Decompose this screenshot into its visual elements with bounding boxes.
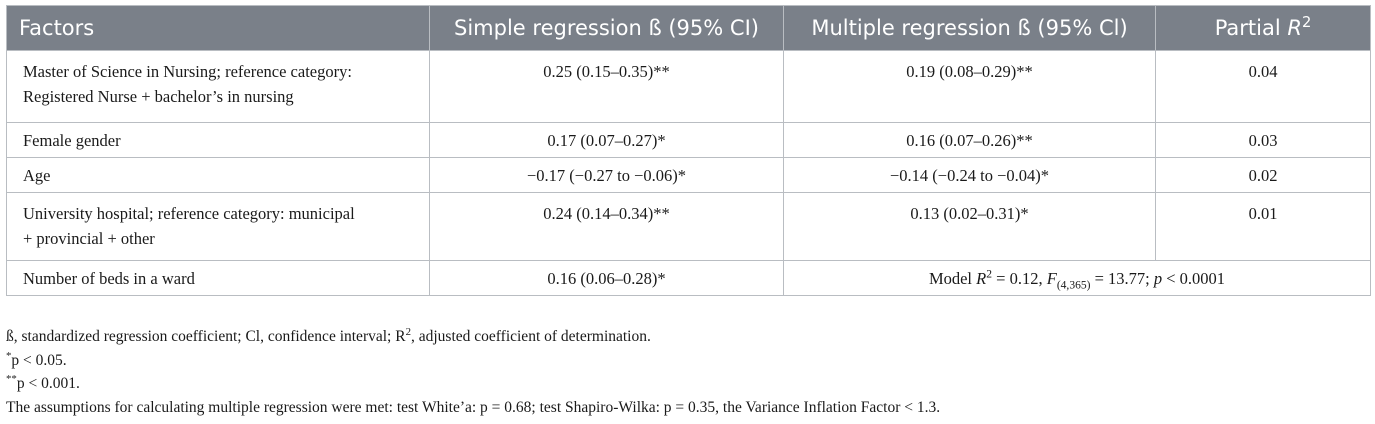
abbreviations-note: ß, standardized regression coefficient; … xyxy=(6,325,651,345)
partial-cell: 0.03 xyxy=(1155,122,1371,158)
table-footnotes: ß, standardized regression coefficient; … xyxy=(6,325,1370,419)
simple-cell: 0.25 (0.15–0.35)** xyxy=(429,50,784,123)
regression-table: Factors Simple regression ß (95% CI) Mul… xyxy=(6,5,1371,296)
factor-cell: Number of beds in a ward xyxy=(6,260,430,296)
multiple-cell: 0.13 (0.02–0.31)* xyxy=(783,192,1156,261)
partial-cell: 0.02 xyxy=(1155,157,1371,193)
factor-cell: Female gender xyxy=(6,122,430,158)
model-summary-cell: Model R2 = 0.12, F(4,365) = 13.77; p < 0… xyxy=(783,260,1371,296)
header-multiple-regression: Multiple regression ß (95% Cl) xyxy=(783,5,1156,51)
simple-cell: −0.17 (−0.27 to −0.06)* xyxy=(429,157,784,193)
header-simple-regression: Simple regression ß (95% CI) xyxy=(429,5,784,51)
table-row: Age −0.17 (−0.27 to −0.06)* −0.14 (−0.24… xyxy=(6,157,1371,193)
simple-cell: 0.16 (0.06–0.28)* xyxy=(429,260,784,296)
multiple-cell: −0.14 (−0.24 to −0.04)* xyxy=(783,157,1156,193)
header-factors: Factors xyxy=(6,5,430,51)
multiple-cell: 0.19 (0.08–0.29)** xyxy=(783,50,1156,123)
table-row: Number of beds in a ward 0.16 (0.06–0.28… xyxy=(6,260,1371,296)
factor-cell: Master of Science in Nursing; reference … xyxy=(6,50,430,123)
factor-cell: University hospital; reference category:… xyxy=(6,192,430,261)
partial-cell: 0.01 xyxy=(1155,192,1371,261)
header-partial-r2: Partial R2 xyxy=(1155,5,1371,51)
simple-cell: 0.17 (0.07–0.27)* xyxy=(429,122,784,158)
simple-cell: 0.24 (0.14–0.34)** xyxy=(429,192,784,261)
multiple-cell: 0.16 (0.07–0.26)** xyxy=(783,122,1156,158)
assumptions-note: The assumptions for calculating multiple… xyxy=(6,398,941,416)
partial-cell: 0.04 xyxy=(1155,50,1371,123)
significance-note-1: *p < 0.05. xyxy=(6,349,67,369)
significance-note-2: **p < 0.001. xyxy=(6,372,80,392)
factor-cell: Age xyxy=(6,157,430,193)
table-row: Female gender 0.17 (0.07–0.27)* 0.16 (0.… xyxy=(6,122,1371,158)
table-row: Master of Science in Nursing; reference … xyxy=(6,50,1371,123)
results-table-wrapper: Factors Simple regression ß (95% CI) Mul… xyxy=(6,5,1371,296)
table-header-row: Factors Simple regression ß (95% CI) Mul… xyxy=(6,5,1371,51)
table-row: University hospital; reference category:… xyxy=(6,192,1371,261)
